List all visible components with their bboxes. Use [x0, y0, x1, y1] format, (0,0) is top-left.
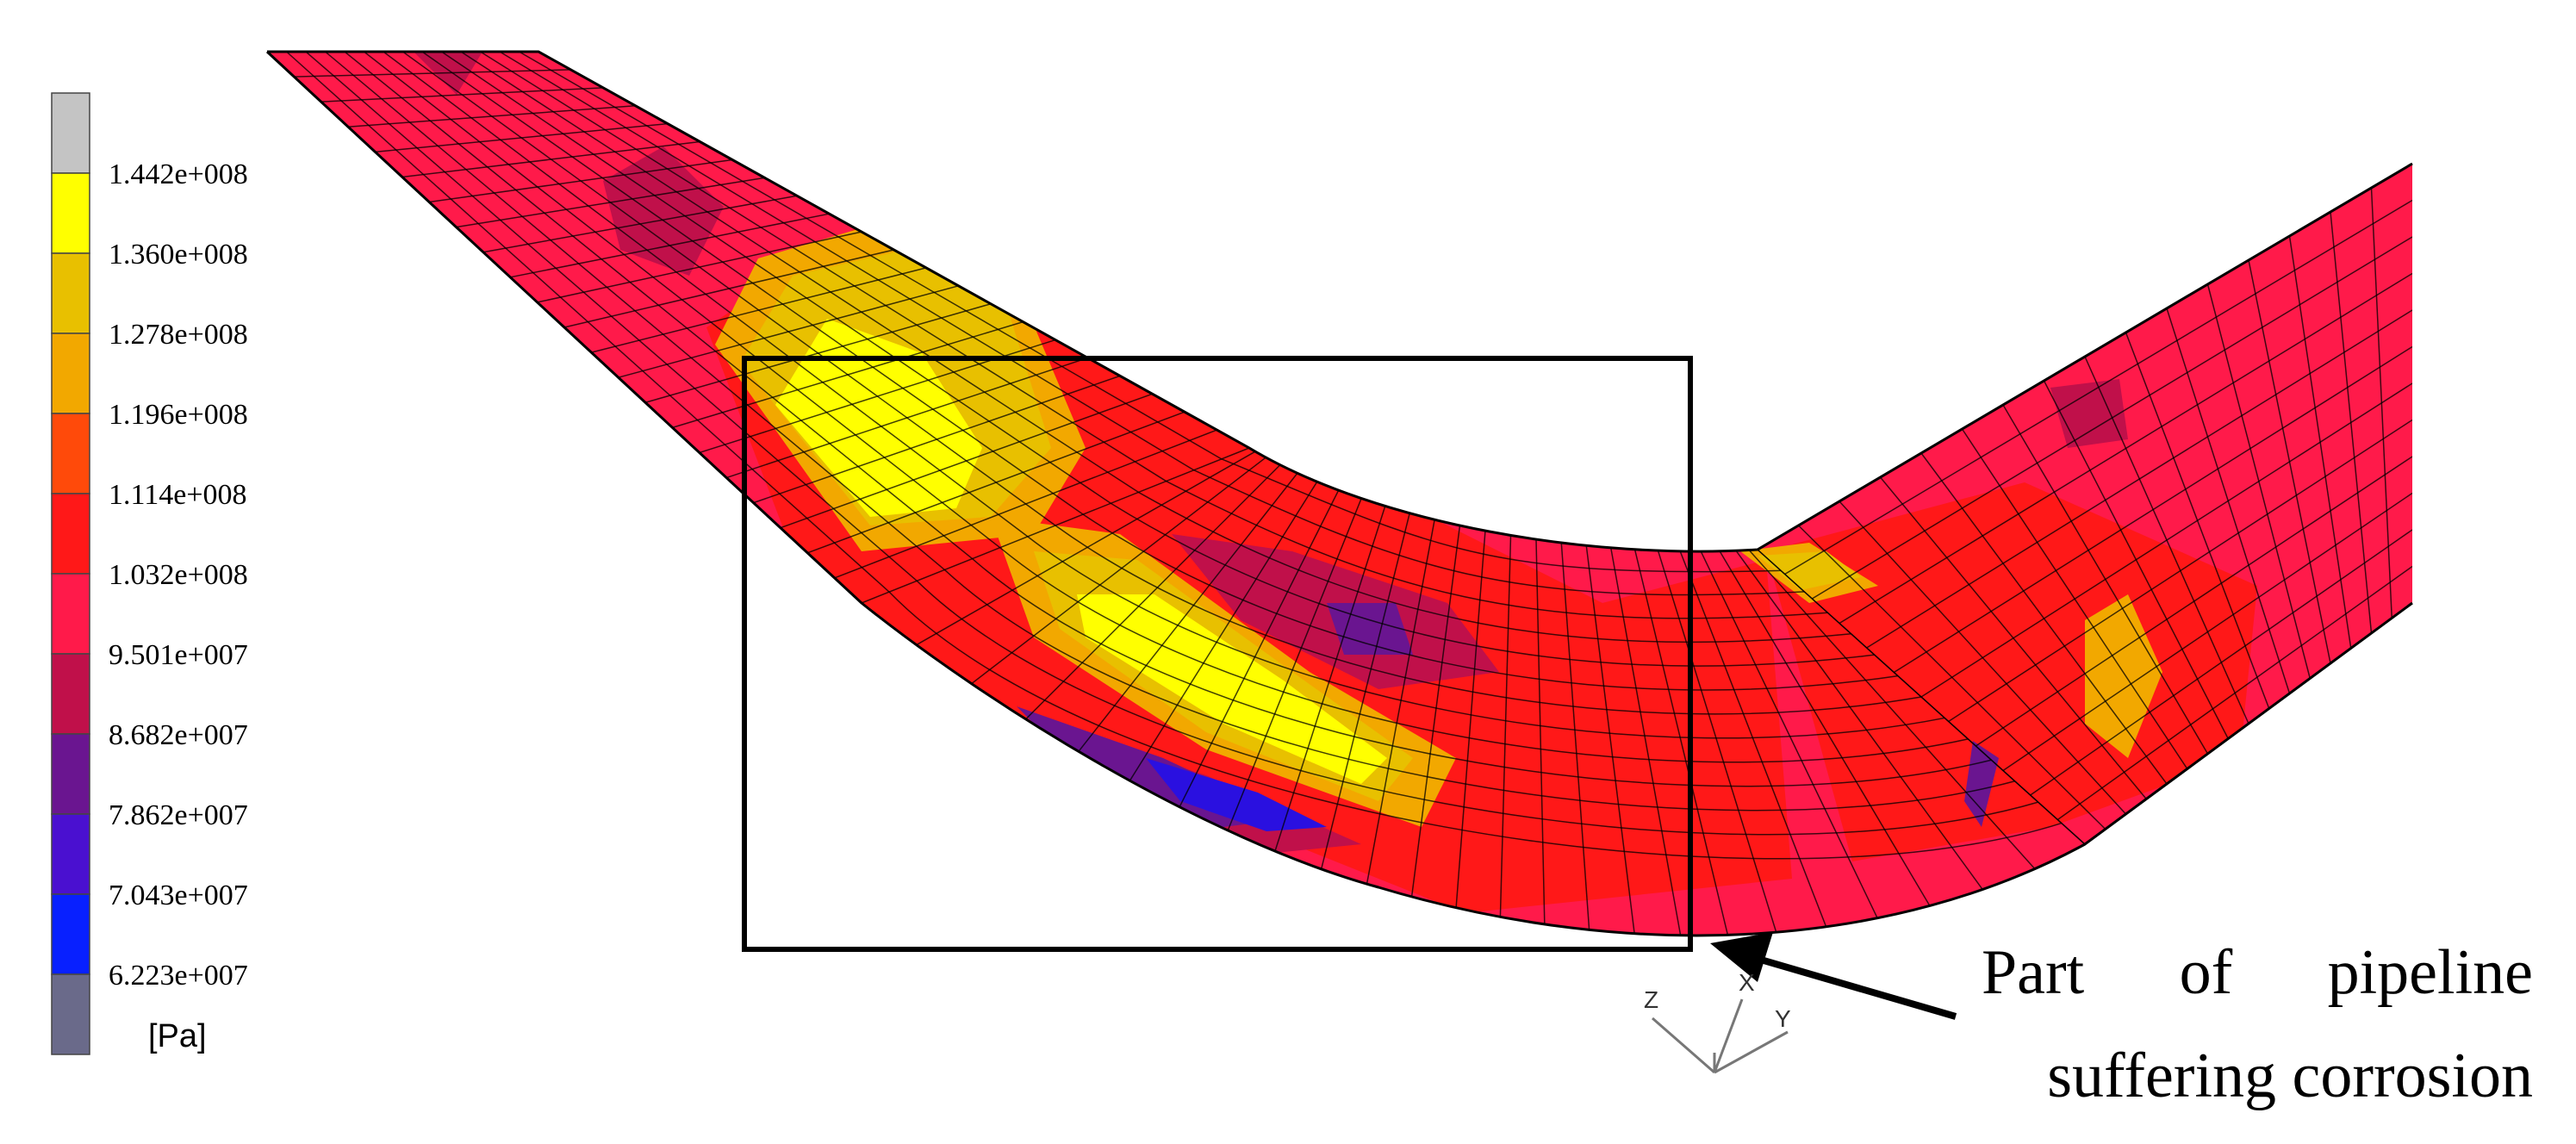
legend-band-3 — [51, 333, 90, 414]
legend-label-10: 7.043e+007 — [109, 880, 248, 911]
legend-band-9 — [51, 813, 90, 895]
stress-legend: 1.442e+008 1.360e+008 1.278e+008 1.196e+008… — [51, 92, 248, 1055]
legend-label-9: 7.862e+007 — [109, 799, 248, 831]
legend-label-8: 8.682e+007 — [109, 719, 248, 751]
legend-band-11 — [51, 973, 90, 1055]
contour-red — [1766, 482, 2257, 861]
legend-label-5: 1.114e+008 — [109, 479, 247, 511]
caption-line-2: suffering corrosion — [2047, 1041, 2533, 1111]
contour-purple — [1964, 741, 1999, 827]
legend-label-1: 1.442e+008 — [109, 159, 248, 190]
legend-band-6 — [51, 573, 90, 655]
axis-z-label: Z — [1644, 986, 1658, 1013]
legend-unit: [Pa] — [148, 1018, 207, 1054]
legend-band-0 — [51, 92, 90, 174]
axis-y-label: Y — [1775, 1005, 1791, 1032]
contour-blue — [1146, 758, 1327, 831]
contour-yellow — [775, 319, 982, 517]
contour-blue — [1017, 241, 1103, 302]
contour-purple — [1327, 603, 1413, 655]
legend-label-6: 1.032e+008 — [109, 559, 248, 591]
coordinate-triad: Z X Y — [1644, 969, 1791, 1074]
legend-label-11: 6.223e+007 — [109, 960, 248, 992]
legend-band-8 — [51, 733, 90, 815]
legend-label-2: 1.360e+008 — [109, 239, 248, 270]
axis-x-label: X — [1739, 969, 1755, 996]
legend-label-3: 1.278e+008 — [109, 319, 248, 351]
stress-contours — [414, 52, 2257, 913]
legend-band-10 — [51, 893, 90, 975]
mesh-grid — [267, 52, 2412, 936]
pipeline-mesh — [265, 50, 2413, 937]
legend-band-2 — [51, 252, 90, 334]
legend-label-7: 9.501e+007 — [109, 639, 248, 671]
corrosion-highlight-box — [742, 356, 1693, 952]
legend-band-4 — [51, 413, 90, 494]
legend-band-1 — [51, 172, 90, 254]
annotation-arrow — [1710, 932, 1957, 1020]
caption-line-1: Part of pipeline — [1982, 937, 2533, 1008]
legend-band-5 — [51, 493, 90, 575]
legend-label-4: 1.196e+008 — [109, 399, 248, 431]
pipe-outline — [265, 50, 2413, 937]
contour-dark-red — [603, 146, 724, 276]
legend-band-7 — [51, 653, 90, 735]
